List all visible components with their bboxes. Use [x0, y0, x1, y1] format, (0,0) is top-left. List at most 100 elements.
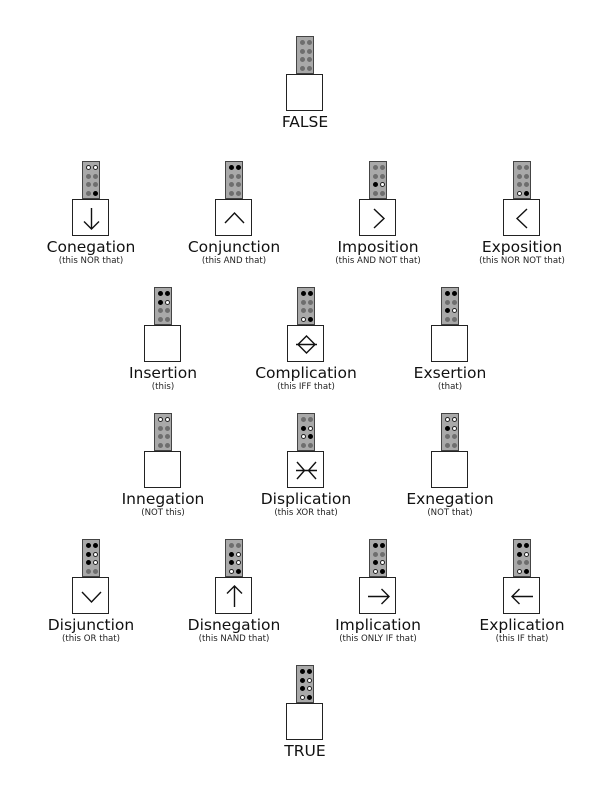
operator-box [72, 199, 109, 236]
truth-table-tab [82, 539, 100, 577]
truth-dot [373, 560, 378, 565]
truth-dot [308, 434, 313, 439]
truth-dot [380, 560, 385, 565]
truth-dot [86, 551, 91, 557]
truth-dot [93, 190, 98, 196]
truth-dot [373, 568, 378, 574]
truth-dot [86, 543, 91, 548]
truth-dot [93, 543, 98, 548]
xor-icon [296, 461, 317, 480]
operator-name: Exposition [481, 238, 563, 256]
truth-dot [307, 40, 312, 45]
truth-dot [301, 299, 306, 305]
truth-dot [300, 48, 305, 54]
truth-dot [229, 543, 234, 548]
operator-name: Exnegation [406, 490, 494, 508]
operator-box [503, 577, 540, 614]
left-arrow-icon [511, 588, 533, 605]
operator-box [286, 703, 323, 740]
truth-dot [380, 190, 385, 196]
truth-dot [236, 173, 241, 179]
truth-dot [165, 425, 170, 431]
operator-name: Imposition [337, 238, 419, 256]
truth-dot [300, 694, 305, 700]
truth-dot [165, 299, 170, 305]
operator-name: Conegation [46, 238, 136, 256]
truth-dot [229, 173, 234, 179]
operator-expression: (that) [437, 382, 463, 392]
truth-dot [308, 291, 313, 296]
truth-dot [308, 299, 313, 305]
truth-dot [165, 291, 170, 296]
truth-dot [158, 442, 163, 448]
truth-dot [524, 543, 529, 548]
truth-table-tab [225, 539, 243, 577]
operator-box [72, 577, 109, 614]
truth-dot [452, 417, 457, 422]
truth-dot [307, 694, 312, 700]
right-arrow-icon [368, 588, 390, 605]
truth-dot [301, 316, 306, 322]
truth-dot [307, 65, 312, 71]
truth-dot [165, 308, 170, 313]
truth-dot [307, 48, 312, 54]
operator-expression: (this IF that) [495, 634, 549, 644]
truth-dot [517, 551, 522, 557]
operator-expression: (NOT this) [141, 508, 185, 518]
operator-box [431, 451, 468, 488]
truth-dot [452, 299, 457, 305]
truth-dot [524, 165, 529, 170]
truth-dot [380, 543, 385, 548]
truth-dot [229, 190, 234, 196]
truth-dot [236, 190, 241, 196]
truth-dot [86, 190, 91, 196]
truth-dot [445, 291, 450, 296]
truth-dot [380, 568, 385, 574]
truth-dot [86, 182, 91, 187]
truth-dot [93, 165, 98, 170]
truth-dot [300, 669, 305, 674]
truth-dot [93, 560, 98, 565]
operator-name: Disjunction [47, 616, 135, 634]
truth-dot [229, 551, 234, 557]
truth-dot [300, 686, 305, 691]
operator-expression: (this) [151, 382, 175, 392]
truth-dot [165, 442, 170, 448]
operator-expression: (this NOR that) [58, 256, 124, 266]
truth-dot [373, 182, 378, 187]
truth-dot [452, 425, 457, 431]
truth-dot [236, 165, 241, 170]
truth-dot [517, 165, 522, 170]
truth-dot [373, 165, 378, 170]
truth-dot [158, 316, 163, 322]
truth-table-tab [297, 287, 315, 325]
truth-dot [300, 40, 305, 45]
operator-name: Implication [335, 616, 421, 634]
truth-dot [445, 316, 450, 322]
operator-expression: (this IFF that) [277, 382, 335, 392]
truth-dot [452, 442, 457, 448]
operator-box [431, 325, 468, 362]
operator-expression: (NOT that) [427, 508, 473, 518]
truth-dot [524, 551, 529, 557]
truth-dot [524, 182, 529, 187]
truth-dot [300, 57, 305, 62]
truth-dot [308, 308, 313, 313]
wedge-icon [224, 211, 245, 224]
operator-name: FALSE [281, 113, 329, 131]
truth-dot [524, 568, 529, 574]
truth-table-tab [82, 161, 100, 199]
truth-dot [158, 434, 163, 439]
truth-table-tab [296, 36, 314, 74]
truth-dot [86, 568, 91, 574]
operator-box [503, 199, 540, 236]
truth-table-tab [154, 413, 172, 451]
operator-expression: (this OR that) [61, 634, 121, 644]
truth-table-tab [297, 413, 315, 451]
truth-dot [86, 173, 91, 179]
truth-dot [452, 316, 457, 322]
operator-name: Displication [260, 490, 352, 508]
truth-dot [229, 182, 234, 187]
operator-box [215, 199, 252, 236]
truth-table-tab [513, 161, 531, 199]
